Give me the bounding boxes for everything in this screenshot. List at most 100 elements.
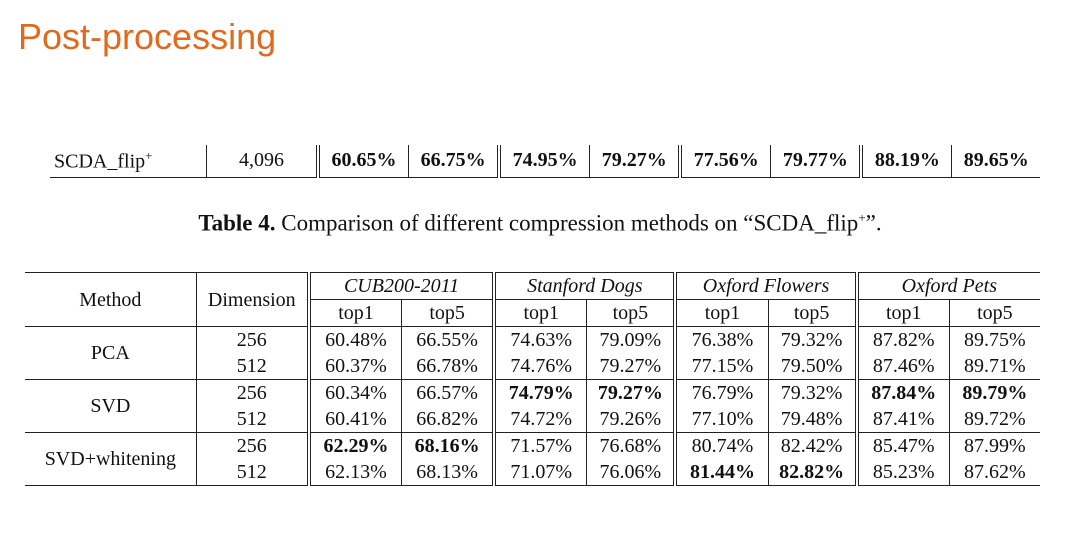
- value-cell: 76.68%: [586, 432, 676, 459]
- method-sup: +: [145, 148, 153, 163]
- header-cell: Method: [79, 288, 142, 311]
- value-cell: 60.65%: [316, 145, 409, 178]
- value-cell: 89.72%: [948, 406, 1040, 433]
- dimension-cell: 256: [195, 379, 309, 406]
- value-cell: 66.82%: [401, 406, 495, 433]
- header-row: Method Dimension CUB200-2011 Stanford Dogs O…: [25, 272, 1040, 327]
- value-cell: 66.78%: [401, 353, 495, 380]
- value-cell: 77.56%: [678, 145, 771, 178]
- value-cell: 79.48%: [767, 406, 857, 433]
- subheader-cell: top1: [854, 299, 950, 327]
- value-cell: 79.32%: [767, 379, 857, 406]
- table-caption: Table 4. Comparison of different compres…: [0, 210, 1080, 237]
- subheader-cell: top5: [586, 299, 676, 327]
- value-cell: 60.34%: [306, 379, 402, 406]
- dataset-header: Oxford Flowers: [673, 272, 857, 300]
- dimension-cell: 512: [195, 353, 309, 380]
- value-cell: 89.71%: [948, 353, 1040, 380]
- value-cell: 79.09%: [586, 326, 676, 353]
- data-row: 512 62.13% 68.13% 71.07% 76.06% 81.44% 82.82% 8…: [25, 459, 1040, 486]
- value-cell: 79.32%: [767, 326, 857, 353]
- value-cell: 80.74%: [673, 432, 769, 459]
- dimension-cell: 512: [195, 459, 309, 486]
- value-cell: 81.44%: [673, 459, 769, 486]
- value-cell: 66.57%: [401, 379, 495, 406]
- dataset-header: Stanford Dogs: [492, 272, 676, 300]
- subheader-row: top1 top5 top1 top5 top1 top5 top1 top5: [25, 299, 1040, 327]
- value-cell: 89.65%: [951, 145, 1040, 178]
- value-cell: 74.76%: [492, 353, 587, 380]
- value-cell: 87.46%: [854, 353, 950, 380]
- method-cell: PCA: [25, 326, 197, 380]
- value-cell: 68.13%: [401, 459, 495, 486]
- value-cell: 82.42%: [767, 432, 857, 459]
- subheader-cell: top5: [767, 299, 857, 327]
- subheader-cell: top5: [401, 299, 495, 327]
- value-cell: 74.63%: [492, 326, 587, 353]
- dataset-header: CUB200-2011: [306, 272, 495, 300]
- value-cell: 88.19%: [859, 145, 952, 178]
- value-cell: 71.57%: [492, 432, 587, 459]
- value-cell: 60.37%: [306, 353, 402, 380]
- dimension-cell: 256: [195, 432, 309, 459]
- dataset-header: Oxford Pets: [854, 272, 1040, 300]
- data-row: 512 60.37% 66.78% 74.76% 79.27% 77.15% 79.50% 8…: [25, 353, 1040, 380]
- top-row: SCDA_flip+ 4,096 60.65% 66.75% 74.95% 79.27% 7…: [50, 145, 1040, 178]
- value-cell: 87.62%: [948, 459, 1040, 486]
- data-row: SVD 256 60.34% 66.57% 74.79% 79.27% 76.79% 79.3…: [25, 379, 1040, 433]
- value-cell: 74.72%: [492, 406, 587, 433]
- value-cell: 79.27%: [586, 379, 676, 406]
- data-row: SVD+whitening 256 62.29% 68.16% 71.57% 76.68%…: [25, 432, 1040, 486]
- value-cell: 79.50%: [767, 353, 857, 380]
- value-cell: 79.27%: [586, 353, 676, 380]
- dimension-cell: 4,096: [206, 145, 318, 178]
- header-cell: Dimension: [195, 272, 309, 327]
- value-cell: 76.38%: [673, 326, 769, 353]
- method-cell: SCDA_flip+: [50, 145, 207, 177]
- value-cell: 60.41%: [306, 406, 402, 433]
- top-row-table: SCDA_flip+ 4,096 60.65% 66.75% 74.95% 79.27% 7…: [50, 145, 1040, 178]
- caption-end: ”.: [865, 210, 882, 236]
- subheader-cell: top5: [948, 299, 1040, 327]
- value-cell: 87.84%: [854, 379, 950, 406]
- value-cell: 60.48%: [306, 326, 402, 353]
- caption-label: Table 4.: [198, 210, 276, 236]
- method-name: SCDA_flip: [54, 150, 146, 173]
- value-cell: 82.82%: [767, 459, 857, 486]
- slide-title: Post-processing: [18, 16, 277, 57]
- method-cell: SVD: [25, 379, 197, 433]
- value-cell: 89.79%: [948, 379, 1040, 406]
- value-cell: 66.55%: [401, 326, 495, 353]
- subheader-cell: top1: [673, 299, 769, 327]
- value-cell: 85.47%: [854, 432, 950, 459]
- data-row: PCA 256 60.48% 66.55% 74.63% 79.09% 76.38% 79.3…: [25, 326, 1040, 380]
- value-cell: 66.75%: [408, 145, 500, 178]
- value-cell: 62.13%: [306, 459, 402, 486]
- value-cell: 62.29%: [306, 432, 402, 459]
- value-cell: 74.79%: [492, 379, 587, 406]
- value-cell: 85.23%: [854, 459, 950, 486]
- value-cell: 87.41%: [854, 406, 950, 433]
- value-cell: 79.27%: [589, 145, 681, 178]
- value-cell: 79.77%: [770, 145, 862, 178]
- caption-text: Comparison of different compression meth…: [281, 210, 859, 236]
- value-cell: 71.07%: [492, 459, 587, 486]
- value-cell: 87.82%: [854, 326, 950, 353]
- value-cell: 77.15%: [673, 353, 769, 380]
- value-cell: 77.10%: [673, 406, 769, 433]
- data-row: 512 60.41% 66.82% 74.72% 79.26% 77.10% 79.48% 8…: [25, 406, 1040, 433]
- subheader-cell: top1: [492, 299, 587, 327]
- value-cell: 87.99%: [948, 432, 1040, 459]
- method-cell: SVD+whitening: [25, 432, 197, 486]
- value-cell: 68.16%: [401, 432, 495, 459]
- value-cell: 89.75%: [948, 326, 1040, 353]
- caption-sup: +: [858, 210, 866, 225]
- value-cell: 76.79%: [673, 379, 769, 406]
- value-cell: 76.06%: [586, 459, 676, 486]
- dimension-cell: 512: [195, 406, 309, 433]
- value-cell: 79.26%: [586, 406, 676, 433]
- subheader-cell: top1: [306, 299, 402, 327]
- comparison-table: Method Dimension CUB200-2011 Stanford Dogs O…: [25, 272, 1040, 486]
- dimension-cell: 256: [195, 326, 309, 353]
